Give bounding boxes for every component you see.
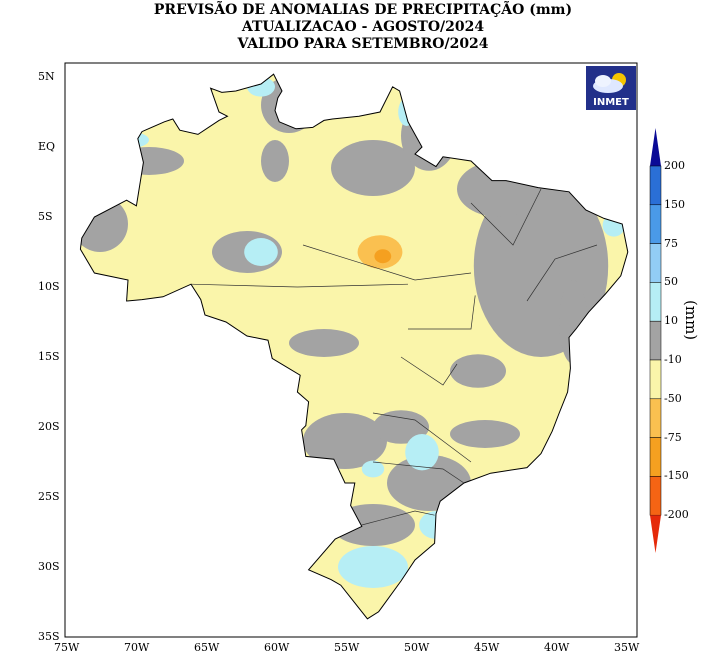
colorbar-segment-6 bbox=[649, 359, 662, 400]
lat-tick-label: 5N bbox=[38, 70, 55, 83]
anomaly-region-20 bbox=[405, 434, 439, 471]
colorbar-tick-label: -200 bbox=[664, 508, 689, 522]
colorbar-segment-3 bbox=[649, 243, 662, 283]
anomaly-region-9 bbox=[303, 413, 387, 469]
colorbar-segment-5 bbox=[649, 320, 662, 361]
colorbar-tick-label: 150 bbox=[664, 197, 685, 211]
colorbar-segment-9 bbox=[649, 476, 662, 516]
lat-tick-label: 15S bbox=[38, 350, 60, 363]
colorbar-tick-label: 10 bbox=[664, 314, 678, 328]
map-subtitle-valid: VALIDO PARA SETEMBRO/2024 bbox=[237, 36, 489, 52]
state-border-0 bbox=[302, 244, 472, 281]
state-border-5 bbox=[372, 461, 465, 484]
brazil-border bbox=[79, 73, 629, 620]
anomaly-region-11 bbox=[373, 410, 429, 444]
colorbar-tick-label: -75 bbox=[664, 430, 682, 444]
anomaly-region-27 bbox=[374, 249, 392, 264]
state-border-2 bbox=[408, 295, 476, 330]
lon-tick-label: 35W bbox=[614, 641, 640, 654]
anomaly-region-17 bbox=[338, 546, 408, 588]
legend-unit: (mm) bbox=[682, 300, 700, 341]
colorbar-bottom-arrow bbox=[650, 515, 661, 553]
state-border-7 bbox=[526, 244, 598, 302]
lat-tick-label: 5S bbox=[38, 210, 53, 223]
colorbar-segment-2 bbox=[649, 204, 662, 244]
anomaly-region-25 bbox=[361, 460, 385, 478]
lon-tick-label: 70W bbox=[124, 641, 150, 654]
lat-tick-label: 25S bbox=[38, 490, 60, 503]
state-border-3 bbox=[400, 356, 458, 386]
map-title: PREVISÃO DE ANOMALIAS DE PRECIPITAÇÃO (m… bbox=[153, 2, 573, 18]
anomaly-region-8 bbox=[261, 140, 289, 182]
lat-tick-label: 35S bbox=[38, 630, 60, 643]
state-border-8 bbox=[470, 188, 542, 246]
logo-text: INMET bbox=[593, 97, 629, 108]
anomaly-region-2 bbox=[331, 140, 415, 196]
anomaly-region-12 bbox=[289, 329, 359, 357]
lon-tick-label: 45W bbox=[474, 641, 500, 654]
map-subtitle-update: ATUALIZACAO - AGOSTO/2024 bbox=[241, 19, 485, 35]
colorbar-tick-label: 200 bbox=[664, 159, 685, 172]
lon-tick-label: 75W bbox=[54, 641, 80, 654]
lat-tick-label: 20S bbox=[38, 420, 60, 433]
lat-tick-label: EQ bbox=[38, 140, 56, 153]
colorbar-tick-label: -150 bbox=[664, 469, 689, 483]
lat-tick-label: 30S bbox=[38, 560, 60, 573]
state-border-1 bbox=[190, 283, 409, 288]
colorbar-segment-8 bbox=[649, 437, 662, 477]
lon-tick-label: 50W bbox=[404, 641, 430, 654]
anomaly-region-15 bbox=[450, 420, 520, 448]
colorbar-tick-label: -50 bbox=[664, 391, 682, 405]
colorbar-tick-label: 50 bbox=[664, 275, 678, 289]
state-border-4 bbox=[372, 412, 472, 463]
lon-tick-label: 65W bbox=[194, 641, 220, 654]
colorbar-segment-4 bbox=[649, 282, 662, 322]
inmet-logo: INMET bbox=[586, 66, 636, 110]
lon-tick-label: 40W bbox=[544, 641, 570, 654]
cloud-sun-icon bbox=[593, 73, 626, 93]
colorbar-tick-label: 75 bbox=[664, 236, 678, 250]
anomaly-region-18 bbox=[244, 238, 278, 266]
state-border-6 bbox=[361, 510, 435, 526]
colorbar-top-arrow bbox=[650, 128, 661, 166]
anomaly-region-13 bbox=[450, 354, 506, 388]
lon-tick-label: 55W bbox=[334, 641, 360, 654]
colorbar-segment-7 bbox=[649, 398, 662, 438]
lat-tick-label: 10S bbox=[38, 280, 60, 293]
colorbar-segment-1 bbox=[649, 165, 662, 206]
lon-tick-label: 60W bbox=[264, 641, 290, 654]
colorbar-tick-label: -10 bbox=[664, 353, 682, 366]
